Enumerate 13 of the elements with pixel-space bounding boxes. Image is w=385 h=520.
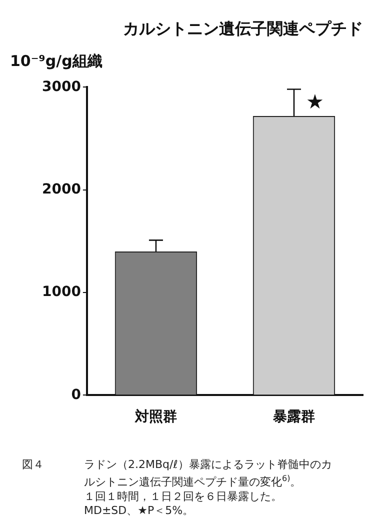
- text: ラドン（2.2MBq/ℓ）暴露によるラット脊髄中のカルシトニン遺伝子関連ペプチド量の変化$^{6)}$。: [84, 458, 333, 490]
- text: MD±SD、★P＜5%。: [84, 504, 195, 518]
- caption: 図４: [22, 458, 44, 472]
- x-tick-label: 対照群: [134, 408, 177, 426]
- y-tick-label: 1000: [42, 284, 82, 300]
- x-tick-label: 暴露群: [272, 409, 315, 426]
- y-tick-label: 0: [71, 386, 82, 403]
- y-tick-label: 3000: [42, 78, 82, 95]
- chart-title: カルシトニン遺伝子関連ペプチド: [123, 18, 363, 38]
- annotation: ★: [306, 89, 324, 114]
- text: １回１時間，１日２回を６日暴露した。: [84, 490, 283, 504]
- y-axis-title: 10⁻⁹g/g組織: [10, 52, 102, 70]
- y-tick-label: 2000: [42, 182, 82, 198]
